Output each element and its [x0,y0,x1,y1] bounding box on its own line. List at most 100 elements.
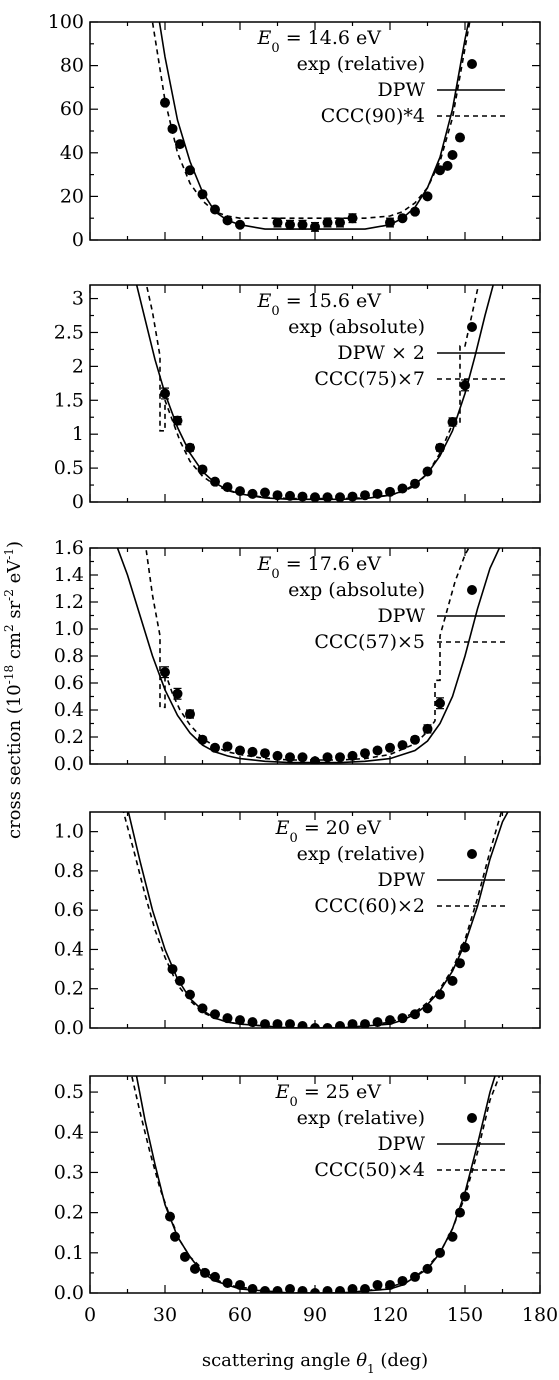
legend-entry-label: CCC(90)*4 [321,105,425,127]
y-tick-label: 0 [72,229,84,251]
data-point [347,213,358,224]
y-tick-label: 0.4 [54,699,84,721]
x-tick-label: 150 [447,1304,483,1326]
data-point [310,221,320,232]
y-tick-label: 0.5 [54,457,84,479]
y-tick-label: 1.5 [54,389,84,411]
data-point [285,219,295,230]
dpw-curve [158,22,470,230]
legend-entry-label: CCC(50)×4 [314,1159,425,1181]
data-point [335,217,345,228]
y-tick-label: 1.2 [54,591,84,613]
legend-entry-label: DPW [377,1133,425,1155]
data-point [160,97,170,108]
data-point [235,745,245,756]
data-point [247,488,258,499]
y-tick-label: 0.8 [54,645,84,667]
data-point [247,746,258,757]
data-point [447,149,458,160]
ccc-curve [151,22,471,219]
y-tick-label: 0.0 [54,1017,84,1039]
legend-marker [467,1113,477,1123]
data-point [272,1019,283,1028]
data-point [197,734,208,745]
y-tick-label: 0.3 [54,1161,84,1183]
data-point [322,492,333,502]
y-tick-label: 80 [60,55,84,77]
data-point [447,975,458,986]
data-point [297,219,308,230]
data-point [310,1023,320,1028]
y-tick-label: 0.8 [54,860,84,882]
legend-entry-label: exp (absolute) [288,316,425,338]
y-tick-label: 0.0 [54,753,84,775]
x-tick-label: 0 [84,1304,96,1326]
ccc-curve [145,285,480,500]
data-point [260,487,270,498]
data-point [360,1019,370,1028]
legend-marker [467,59,477,69]
data-point [442,160,453,171]
legend-entry-label: DPW [377,605,425,627]
legend-entry-label: CCC(57)×5 [314,631,425,653]
series-group [135,285,495,502]
legend-entry-label: DPW × 2 [337,342,425,364]
y-tick-label: 1.0 [54,618,84,640]
legend-marker [467,322,477,332]
series-group [130,1076,501,1293]
legend-energy: E0 = 20 eV [275,817,382,846]
y-tick-label: 0.2 [54,1202,84,1224]
data-point [297,1285,308,1293]
legend-entry-label: DPW [377,869,425,891]
data-point [322,1285,333,1293]
y-tick-label: 0.0 [54,1282,84,1304]
legend-entry-label: exp (absolute) [288,579,425,601]
y-tick-label: 0.4 [54,938,84,960]
data-point [272,217,283,228]
data-point [185,442,195,453]
data-point [422,191,433,202]
data-point [322,217,333,228]
x-tick-label: 90 [303,1304,327,1326]
y-tick-label: 1.0 [54,821,84,843]
dpw-curve [135,285,495,501]
x-axis: 0 30 60 90 120 150 180 [84,1304,558,1326]
data-point [180,1251,190,1262]
y-tick-label: 3 [72,288,84,310]
legend-entry-label: exp (relative) [297,1107,425,1129]
data-point [372,745,383,756]
y-tick-label: 1.6 [54,537,84,559]
data-point [347,1019,358,1028]
x-tick-label: 30 [153,1304,177,1326]
y-tick-label: 1.4 [54,564,84,586]
y-tick-label: 40 [60,142,84,164]
data-point [335,1285,345,1293]
y-tick-label: 0.1 [54,1242,84,1264]
data-point [422,723,433,734]
data-point [172,415,183,426]
data-point [310,756,320,764]
series-group [151,22,471,232]
data-point [435,698,445,709]
series-group [122,812,509,1028]
x-tick-label: 60 [228,1304,252,1326]
legend-entry-label: CCC(75)×7 [314,368,425,390]
y-tick-label: 0 [72,491,84,513]
legend-energy: E0 = 17.6 eV [257,553,382,582]
dpw-curve [127,812,509,1028]
data-point [372,1279,383,1290]
legend-energy: E0 = 25 eV [275,1081,382,1110]
panel-3: 0.0 0.2 0.4 0.6 0.8 1.0 1.2 1.4 1.6 E0 = 17.6 eVe… [54,537,541,775]
legend-entry-label: exp (relative) [297,843,425,865]
y-axis-label: cross section (10-18 cm2 sr-2 eV-1) [2,541,25,839]
data-point [175,139,185,150]
data-point [310,1288,320,1293]
